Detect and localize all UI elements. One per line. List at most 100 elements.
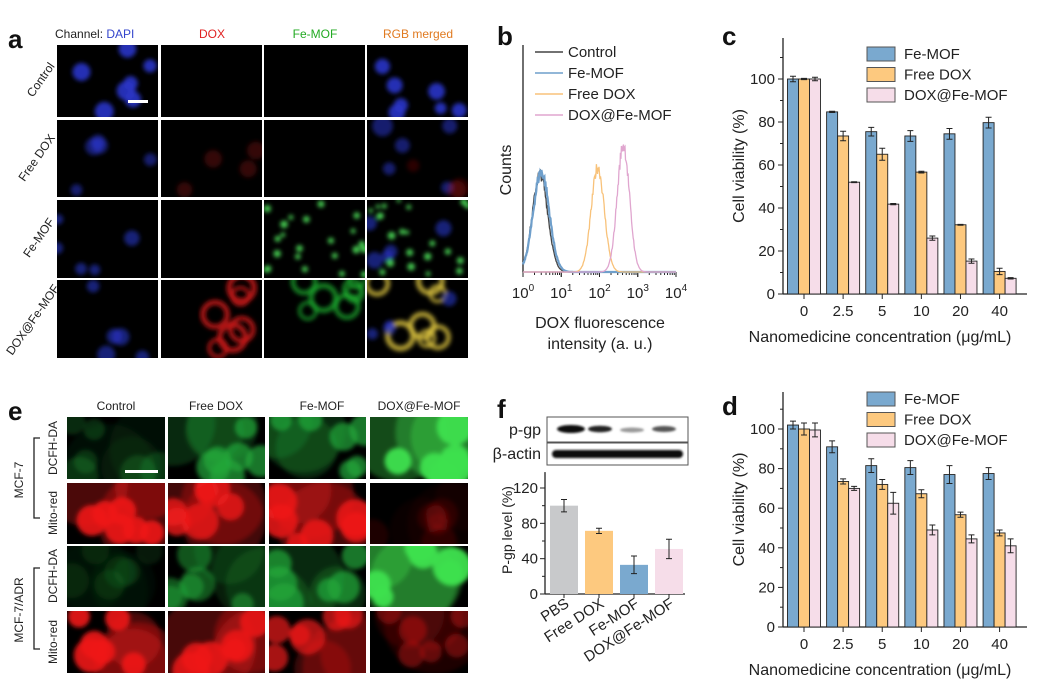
bar-dox-fe-mof-20 <box>965 260 978 295</box>
cell <box>75 262 87 275</box>
cell <box>382 162 396 175</box>
error-bar <box>812 422 818 438</box>
e-col-control: Control <box>97 399 136 413</box>
tick-base: 10 <box>512 285 529 302</box>
cell <box>423 252 432 261</box>
bar-dox-fe-mof-2.5 <box>848 181 861 295</box>
cell <box>406 159 420 172</box>
x-axis-label: Nanomedicine concentration (μg/mL) <box>749 662 1012 679</box>
cell <box>67 417 86 435</box>
cell <box>239 611 265 638</box>
micrograph-background <box>367 200 468 278</box>
cell <box>386 259 395 267</box>
cell <box>289 619 326 655</box>
e-cell-line-mcf7: MCF-7 <box>12 461 26 498</box>
bar-dox-fe-mof-2.5 <box>848 487 861 628</box>
cell <box>419 452 450 479</box>
bar-free-dox-2.5 <box>837 135 850 295</box>
cell <box>122 516 150 544</box>
b-x-tick-label: 104 <box>665 283 688 302</box>
micrograph-e-0-1 <box>168 417 265 479</box>
cell <box>231 593 254 607</box>
blot-bands <box>552 425 683 458</box>
cell <box>274 235 281 242</box>
micrograph-a-3-2 <box>264 280 365 358</box>
panel-label-c: c <box>722 21 736 51</box>
b-x-tick-label: 102 <box>588 283 611 302</box>
cell <box>341 546 366 570</box>
band-pgp-free-dox <box>588 425 612 433</box>
bar-free-dox-20 <box>954 514 967 628</box>
cell <box>464 203 468 209</box>
x-tick-label: 5 <box>878 303 886 320</box>
cell <box>372 586 394 607</box>
cell <box>367 328 378 340</box>
b-series-fe-mof <box>521 167 676 274</box>
cell <box>104 556 137 589</box>
b-legend-label: Free DOX <box>568 86 636 103</box>
micrograph-a-0-1 <box>161 45 262 117</box>
cell <box>67 611 91 628</box>
cell <box>204 149 223 168</box>
cell <box>334 611 364 629</box>
error-bar <box>868 126 875 137</box>
f-y-tick-label: 0 <box>530 586 538 603</box>
cell <box>118 45 137 58</box>
y-tick-label: 40 <box>758 200 775 217</box>
cell <box>436 417 468 446</box>
cell <box>367 216 377 231</box>
cell <box>404 546 436 563</box>
a-col-dox: DOX <box>199 27 225 41</box>
micrograph-e-0-0 <box>67 417 165 479</box>
cell <box>344 283 365 304</box>
scale-bar <box>128 100 148 103</box>
cell <box>376 213 383 220</box>
cell <box>246 141 262 160</box>
cell <box>226 280 257 304</box>
bar-free-dox-2.5 <box>837 481 850 628</box>
cell <box>404 230 410 235</box>
micrograph-a-1-1 <box>161 120 262 197</box>
cell <box>407 262 415 271</box>
micrograph-e-3-3 <box>370 611 468 673</box>
cell <box>444 633 468 658</box>
bar-fe-mof-40 <box>982 122 995 295</box>
micrograph-e-1-3 <box>370 483 468 544</box>
x-tick-label: 10 <box>913 636 930 653</box>
cell <box>367 251 383 269</box>
bar-dox-fe-mof-0 <box>809 429 821 628</box>
b-series-free-dox <box>523 164 676 273</box>
cell <box>67 563 90 599</box>
micrograph-a-3-0 <box>57 280 158 358</box>
bar-free-dox-10 <box>915 493 928 628</box>
error-bar <box>996 267 1003 276</box>
scale-bar <box>125 470 158 473</box>
cell <box>444 248 452 255</box>
cell <box>450 611 468 628</box>
e-stain-mito-1: Mito-red <box>46 491 60 535</box>
cell <box>234 417 257 439</box>
bar-dox-fe-mof-10 <box>926 529 939 628</box>
tick-exponent: 2 <box>605 283 611 294</box>
error-bar <box>851 181 858 184</box>
micrograph-background <box>57 120 158 197</box>
error-bar <box>985 116 992 129</box>
micrograph-background <box>264 200 365 278</box>
y-axis-label: Cell viability (%) <box>731 453 748 567</box>
error-bar <box>1007 277 1014 280</box>
blot-label-pgp: p-gp <box>509 422 541 439</box>
micrograph-e-2-3 <box>370 546 468 607</box>
micrograph-a-3-3 <box>367 280 468 358</box>
b-legend-label: Fe-MOF <box>568 65 624 82</box>
cell <box>456 267 463 275</box>
error-bar <box>879 147 886 161</box>
tick-base: 10 <box>588 285 605 302</box>
cell <box>442 120 458 134</box>
bar-free-dox-20 <box>954 224 967 295</box>
bar-dox-fe-mof-40 <box>1004 277 1017 295</box>
cell <box>298 417 323 432</box>
micrograph-a-0-2 <box>264 45 365 117</box>
b-x-tick-label: 100 <box>512 283 535 302</box>
